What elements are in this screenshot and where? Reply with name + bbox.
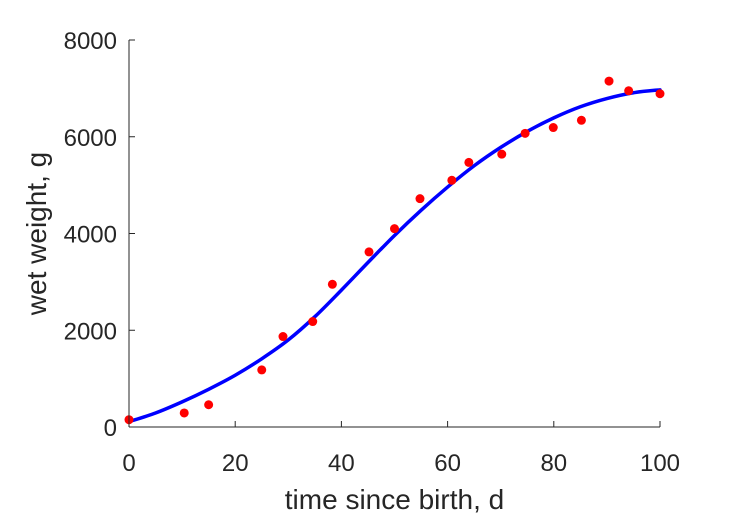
x-tick-label: 20 — [222, 450, 249, 477]
y-tick-label: 4000 — [64, 222, 117, 249]
data-point — [390, 224, 399, 234]
plot-area — [124, 76, 665, 425]
data-point — [179, 408, 189, 418]
data-point — [257, 365, 267, 375]
data-point — [655, 89, 665, 99]
x-tick-label: 60 — [434, 450, 461, 477]
data-point — [204, 400, 214, 410]
fit-curve — [127, 88, 662, 424]
ticks: 0 20 40 60 80 100 0 2000 4000 6000 8000 — [64, 28, 680, 477]
data-point — [327, 279, 337, 289]
data-point — [464, 157, 474, 167]
y-axis-label: wet weight, g — [21, 152, 52, 316]
x-tick-label: 40 — [328, 450, 355, 477]
x-tick-label: 0 — [122, 450, 135, 477]
y-tick-label: 6000 — [64, 125, 117, 152]
data-point — [624, 86, 634, 96]
y-tick-label: 2000 — [64, 318, 117, 345]
x-tick-label: 80 — [540, 450, 567, 477]
data-point — [447, 175, 457, 185]
data-point — [604, 76, 614, 86]
data-point — [415, 194, 425, 204]
y-tick-label: 8000 — [64, 28, 117, 55]
x-tick-label: 100 — [640, 450, 680, 477]
data-point — [278, 332, 288, 342]
data-point — [308, 317, 318, 327]
data-point — [576, 115, 586, 125]
data-point — [520, 128, 530, 138]
x-axis-label: time since birth, d — [285, 484, 504, 515]
data-point — [548, 123, 558, 133]
data-point — [364, 247, 374, 257]
y-tick-label: 0 — [104, 415, 117, 442]
data-point — [497, 149, 507, 159]
